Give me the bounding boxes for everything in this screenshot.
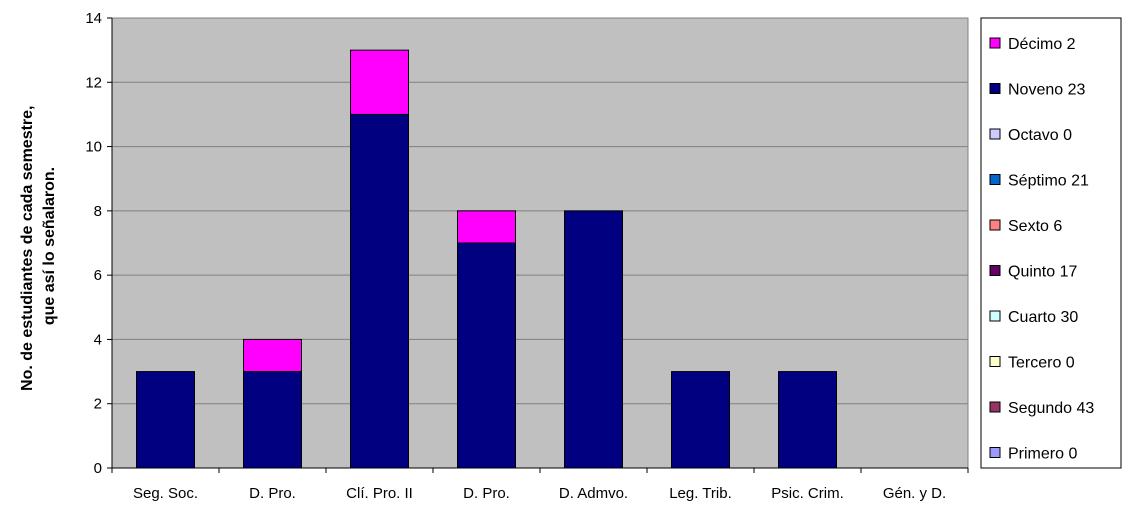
x-tick-label: D. Pro. (463, 485, 510, 502)
y-tick-labels: 0 2 4 6 8 10 12 14 (85, 10, 102, 477)
legend-swatch (989, 128, 1001, 140)
y-axis-label-line-1: No. de estudiantes de cada semestre, (19, 106, 36, 391)
bar-segment (350, 113, 409, 469)
legend-label: Cuarto 30 (1008, 309, 1078, 326)
bar-segment (243, 338, 302, 373)
bar-segment (350, 49, 409, 115)
x-tick-label: Clí. Pro. II (346, 485, 413, 502)
bar-segment (457, 242, 516, 469)
legend-label: Sexto 6 (1008, 218, 1062, 235)
legend-swatch (989, 83, 1001, 94)
y-axis-label-line-2: que así lo señalaron. (41, 167, 58, 325)
bar-segment (136, 371, 195, 469)
legend-box (980, 17, 1122, 469)
y-tick-label: 12 (85, 74, 102, 91)
legend-swatch (989, 174, 1001, 185)
legend: Décimo 2 Noveno 23 Octavo 0 Séptimo 21 Sexto… (989, 36, 1094, 463)
legend-label: Quinto 17 (1008, 264, 1077, 281)
x-tick-labels: Seg. Soc. D. Pro. Clí. Pro. II D. Pro. D. Ad… (133, 485, 946, 502)
bar-segment (243, 371, 302, 469)
legend-label: Séptimo 21 (1008, 173, 1089, 190)
bar-segment (564, 210, 623, 469)
legend-swatch (989, 356, 1001, 367)
y-tick-label: 2 (94, 396, 102, 413)
legend-swatch (989, 37, 1001, 49)
legend-label: Décimo 2 (1008, 36, 1076, 53)
y-tick-label: 14 (85, 10, 102, 27)
legend-swatch (989, 219, 1001, 231)
y-tick-label: 4 (94, 331, 102, 348)
x-tick-label: Gén. y D. (883, 485, 946, 502)
legend-swatch (989, 401, 1001, 413)
y-tick-label: 0 (94, 460, 102, 477)
x-tick-label: D. Pro. (249, 485, 296, 502)
legend-label: Segundo 43 (1008, 400, 1094, 417)
y-tick-label: 8 (94, 203, 102, 220)
legend-label: Noveno 23 (1008, 82, 1085, 99)
legend-swatch (989, 265, 1001, 276)
legend-label: Octavo 0 (1008, 127, 1072, 144)
bars (136, 49, 837, 469)
bar-segment (457, 210, 516, 244)
plot-area (111, 17, 969, 469)
legend-label: Tercero 0 (1008, 355, 1075, 372)
x-tick-label: Leg. Trib. (669, 485, 732, 502)
x-tick-label: Seg. Soc. (133, 485, 198, 502)
legend-swatch (989, 447, 1001, 458)
legend-label: Primero 0 (1008, 446, 1077, 463)
bar-segment (671, 371, 730, 469)
legend-swatch (989, 310, 1001, 322)
x-tick-label: D. Admvo. (559, 485, 628, 502)
y-axis-label: No. de estudiantes de cada semestre, que… (19, 101, 58, 391)
bar-segment (778, 371, 837, 469)
axes (107, 17, 969, 473)
y-tick-label: 6 (94, 267, 102, 284)
y-tick-label: 10 (85, 139, 102, 156)
x-tick-label: Psic. Crim. (771, 485, 844, 502)
